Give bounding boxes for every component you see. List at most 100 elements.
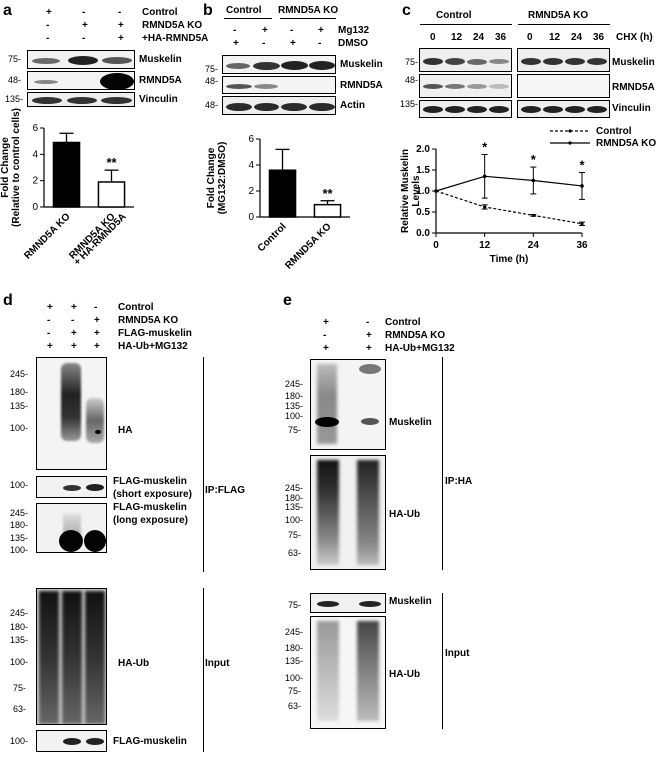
panel-d-blot1-mw-3: 135- xyxy=(10,401,29,411)
panel-d-sign-1-1: - xyxy=(71,315,75,326)
panel-a-sign-1-2: + xyxy=(118,20,124,31)
panel-b-sign-1-2: + xyxy=(290,38,296,49)
panel-c-xtick-label-2: 24 xyxy=(528,240,540,251)
panel-d-sign-0-2: - xyxy=(94,302,98,313)
panel-c-blot-muskelin-control xyxy=(419,48,512,72)
panel-c-legend-label-1: RMND5A KO xyxy=(596,138,656,149)
panel-e-blot-ha-ub-input xyxy=(310,616,386,729)
panel-d-blot-ha xyxy=(36,357,107,470)
panel-a-mw-2: 48- xyxy=(8,75,22,85)
panel-c-sig-2: * xyxy=(531,152,537,167)
panel-d-label-ha-ub: HA-Ub xyxy=(118,658,150,669)
panel-letter-e: e xyxy=(283,292,292,309)
panel-a-sign-0-2: - xyxy=(118,7,122,18)
panel-c-label-vinculin: Vinculin xyxy=(612,103,651,114)
panel-d-blot4-mw-2: 180- xyxy=(10,622,29,632)
panel-e-blot2-mw-3: 135- xyxy=(285,502,304,512)
panel-c-ytick-label-2: 1.0 xyxy=(416,186,430,197)
panel-c-chx-label: CHX (h) xyxy=(616,32,653,43)
panel-c-xtick-label-0: 0 xyxy=(433,240,439,251)
panel-d-blot3-mw-4: 100- xyxy=(10,545,29,555)
panel-b-group-control: Control xyxy=(226,5,262,16)
panel-e-bracket-input: Input xyxy=(445,648,470,659)
panel-b-sign-1-0: + xyxy=(233,38,239,49)
panel-d-row-label-0: Control xyxy=(118,302,154,313)
panel-d-blot-flag-short xyxy=(36,476,107,498)
panel-d-blot4-mw-1: 245- xyxy=(10,608,29,618)
panel-a-mw-1: 75- xyxy=(8,54,22,64)
panel-c-time-2: 24 xyxy=(473,32,485,43)
panel-c-time-6: 24 xyxy=(571,32,583,43)
panel-a-row-label-1: RMND5A KO xyxy=(142,20,203,31)
panel-e-sign-2-1: + xyxy=(366,343,372,354)
panel-c-mw-2: 48- xyxy=(405,75,419,85)
panel-b-group-ko: RMND5A KO xyxy=(278,5,339,16)
panel-a-ylabel-1: (Relative to control cells) xyxy=(11,108,22,227)
panel-d-row-label-3: HA-Ub+MG132 xyxy=(118,341,188,352)
panel-c-xtick-label-1: 12 xyxy=(479,240,491,251)
panel-d-blot5-mw: 100- xyxy=(10,736,29,746)
panel-b-cat-label-0-0: Control xyxy=(256,221,289,254)
panel-b-ytick-label-0: 0 xyxy=(248,212,254,223)
panel-c-label-rmnd5a: RMND5A xyxy=(612,82,655,93)
panel-letter-c: c xyxy=(402,2,411,19)
panel-d-blot3-mw-3: 135- xyxy=(10,533,29,543)
panel-b-bar-0 xyxy=(268,169,297,218)
panel-c-series-0-line xyxy=(435,190,583,225)
panel-c-blot-vinculin-control xyxy=(419,100,512,118)
panel-d-blot3-mw-1: 245- xyxy=(10,508,29,518)
panel-b-mw-2: 48- xyxy=(205,76,219,86)
panel-d-label-flag-short-1: FLAG-muskelin xyxy=(113,476,187,487)
panel-d-label-flag-long-2: (long exposure) xyxy=(113,515,189,526)
panel-e-blot2-mw-2: 180- xyxy=(285,493,304,503)
panel-c-label-muskelin: Muskelin xyxy=(612,57,655,68)
panel-c-time-7: 36 xyxy=(593,32,605,43)
panel-d-sign-0-1: + xyxy=(71,302,77,313)
panel-a-sign-1-1: + xyxy=(82,20,88,31)
panel-b-sign-1-1: - xyxy=(262,38,266,49)
panel-a-row-label-2: +HA-RMND5A xyxy=(142,33,209,44)
panel-a-blot-muskelin xyxy=(27,50,135,69)
panel-c-ylabel-1: Levels xyxy=(411,175,422,207)
panel-e-sign-2-0: + xyxy=(323,343,329,354)
panel-a-label-vinculin: Vinculin xyxy=(139,94,178,105)
panel-b-ytick-label-3: 6 xyxy=(248,134,254,145)
panel-c-time-5: 12 xyxy=(549,32,561,43)
panel-a-label-rmnd5a: RMND5A xyxy=(139,75,182,86)
panel-b-ylabel-0: Fold Change xyxy=(206,147,217,208)
panel-e-row-label-0: Control xyxy=(385,317,421,328)
panel-d-blot1-mw-2: 180- xyxy=(10,387,29,397)
panel-e-label-ha-ub-ip: HA-Ub xyxy=(389,509,421,520)
panel-a-mw-3: 135- xyxy=(5,94,24,104)
panel-b-blot-actin xyxy=(222,96,336,115)
panel-c-time-0: 0 xyxy=(430,32,436,43)
panel-b-mw-3: 48- xyxy=(205,100,219,110)
panel-b-bar-1 xyxy=(313,203,342,218)
panel-c-blot-rmnd5a-ko xyxy=(517,74,610,98)
panel-e-blot2-mw-4: 100- xyxy=(285,515,304,525)
panel-c-blot-vinculin-ko xyxy=(517,100,610,118)
panel-a-sign-1-0: - xyxy=(46,20,50,31)
panel-a-row-label-0: Control xyxy=(142,7,178,18)
panel-d-sign-3-0: + xyxy=(47,341,53,352)
panel-c-ytick-label-4: 2.0 xyxy=(416,144,430,155)
panel-e-bracket-ip: IP:HA xyxy=(445,476,473,487)
panel-e-blot-muskelin-input xyxy=(310,593,386,613)
panel-b-sign-0-3: + xyxy=(318,25,324,36)
panel-d-sign-2-0: - xyxy=(47,328,51,339)
panel-a-ytick-label-1: 2 xyxy=(32,176,38,187)
panel-e-blot4-mw-3: 135- xyxy=(285,656,304,666)
panel-e-blot1-mw-5: 75- xyxy=(288,425,302,435)
panel-d-label-flag-input: FLAG-muskelin xyxy=(113,736,187,747)
panel-c-blot-muskelin-ko xyxy=(517,48,610,72)
panel-b-sign-0-1: + xyxy=(262,25,268,36)
panel-b-ylabel-1: (MG132:DMSO) xyxy=(217,142,228,215)
panel-d-blot4-mw-3: 135- xyxy=(10,635,29,645)
panel-letter-b: b xyxy=(203,2,213,19)
panel-d-sign-1-0: - xyxy=(47,315,51,326)
panel-e-label-ha-ub-input: HA-Ub xyxy=(389,669,421,680)
panel-d-bracket-ip: IP:FLAG xyxy=(205,485,245,496)
panel-d-row-label-1: RMND5A KO xyxy=(118,315,179,326)
panel-e-blot4-mw-2: 180- xyxy=(285,643,304,653)
panel-c-ytick-label-3: 1.5 xyxy=(416,165,430,176)
